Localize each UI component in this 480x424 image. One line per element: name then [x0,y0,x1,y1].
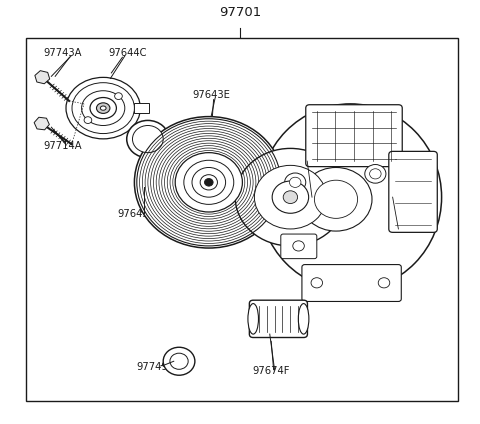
Circle shape [272,181,309,213]
Text: 97674F: 97674F [252,366,289,376]
Ellipse shape [90,98,117,119]
Text: 97644C: 97644C [108,48,146,58]
FancyBboxPatch shape [281,234,317,259]
Circle shape [370,169,381,179]
FancyBboxPatch shape [306,105,402,167]
Circle shape [192,167,226,197]
Ellipse shape [100,106,106,110]
Circle shape [163,347,195,375]
Circle shape [235,148,346,246]
Text: 97643A: 97643A [118,209,156,219]
Text: 97749B: 97749B [137,362,175,372]
Ellipse shape [82,91,125,126]
Circle shape [175,153,242,212]
Ellipse shape [72,83,134,134]
Circle shape [293,241,304,251]
Bar [26,38,458,401]
Ellipse shape [66,77,140,139]
FancyBboxPatch shape [389,151,437,232]
Text: 97743A: 97743A [43,48,82,58]
Circle shape [378,278,390,288]
Circle shape [311,278,323,288]
Circle shape [314,180,358,218]
Circle shape [365,165,386,183]
Text: 97643E: 97643E [192,90,230,100]
Ellipse shape [248,304,258,334]
Text: 97701: 97701 [219,6,261,19]
Circle shape [132,126,163,153]
Bar [134,103,149,113]
Circle shape [134,117,283,248]
Circle shape [127,120,169,158]
Circle shape [84,117,92,123]
Circle shape [200,175,217,190]
Circle shape [283,191,298,204]
Ellipse shape [298,304,309,334]
FancyBboxPatch shape [302,265,401,301]
Circle shape [184,160,234,204]
Circle shape [289,177,301,187]
FancyBboxPatch shape [250,300,307,338]
Circle shape [115,93,122,100]
Text: 97714A: 97714A [43,141,82,151]
Circle shape [285,173,306,192]
Ellipse shape [259,104,442,290]
Ellipse shape [96,103,110,114]
Circle shape [254,165,326,229]
Circle shape [204,179,213,186]
Circle shape [300,167,372,231]
Circle shape [170,353,188,369]
